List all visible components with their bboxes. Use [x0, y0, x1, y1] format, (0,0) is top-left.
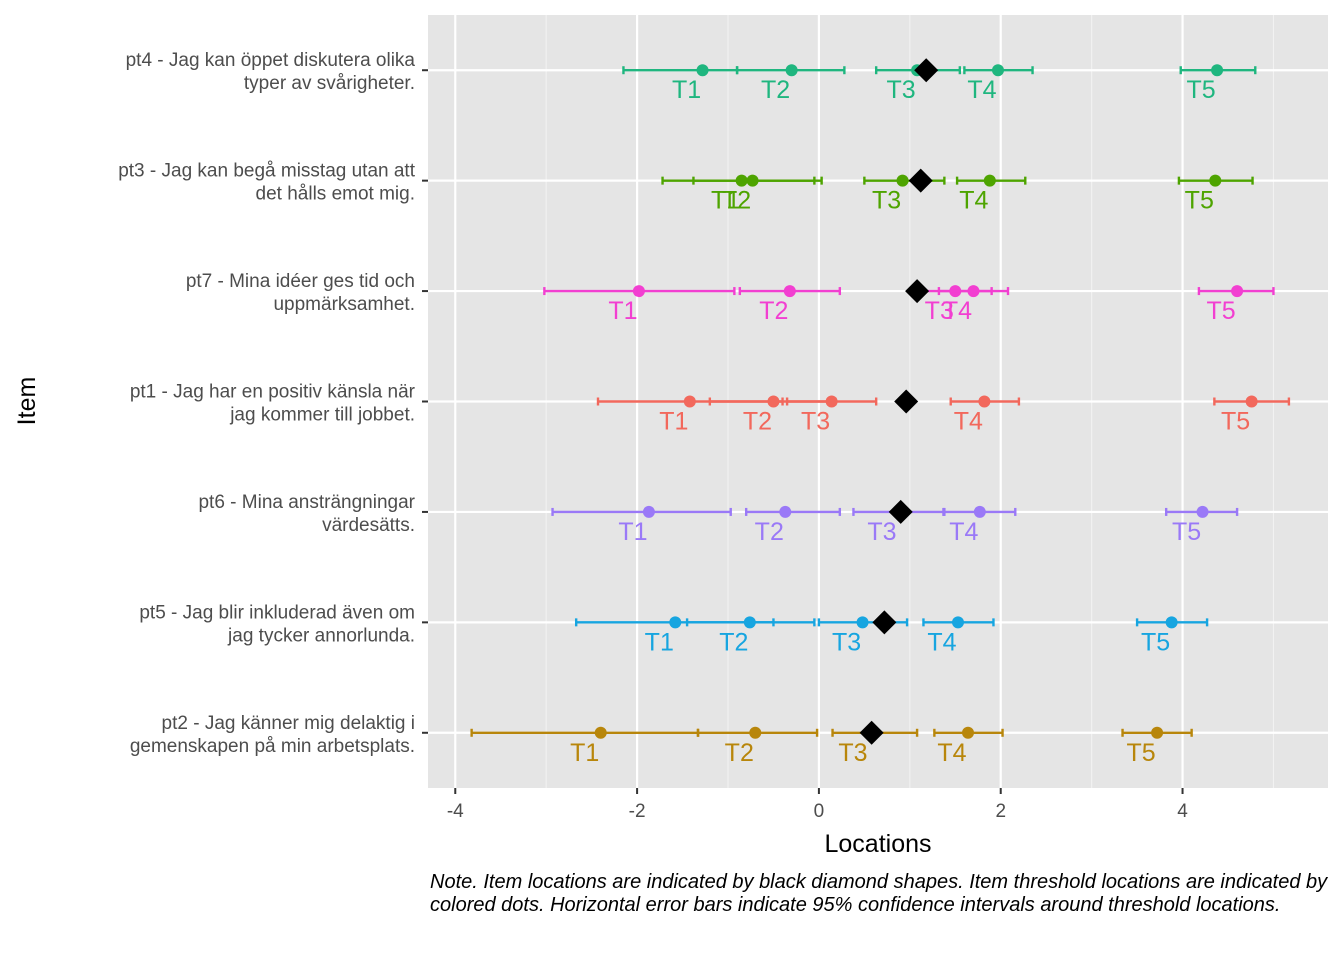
x-tick-label: -4 [447, 801, 464, 822]
threshold-label: T3 [838, 739, 867, 767]
threshold-point [749, 726, 762, 739]
threshold-label: T5 [1186, 76, 1215, 104]
figure-note: Note. Item locations are indicated by bl… [430, 871, 1328, 916]
threshold-point [632, 285, 645, 298]
threshold-point [1231, 285, 1244, 298]
threshold-label: T3 [925, 297, 954, 325]
y-tick-label: pt2 - Jag känner mig delaktig i gemenskap… [130, 713, 415, 757]
threshold-point [962, 726, 974, 739]
item-location-diamond [872, 610, 897, 635]
threshold-point [746, 174, 759, 187]
item-series: T1 T2 T3 T4 T5 [574, 610, 1209, 656]
threshold-label: T4 [959, 187, 988, 215]
item-series: T1 T2 T3 T4 T5 [622, 58, 1257, 104]
item-location-diamond [905, 279, 930, 304]
item-series: T1 T2 T3 T4 T5 [470, 720, 1193, 767]
item-series: T1 T2 T3 T4 T5 [551, 499, 1239, 546]
threshold-point [967, 285, 980, 298]
threshold-point [992, 64, 1004, 77]
threshold-label: T1 [618, 518, 647, 546]
threshold-point [1209, 174, 1222, 187]
threshold-point [1245, 395, 1258, 408]
threshold-label: T3 [886, 76, 915, 104]
y-tick-label: pt6 - Mina ansträngningar värdesätts. [198, 492, 415, 536]
threshold-label: T4 [954, 408, 983, 436]
threshold-point [983, 174, 996, 187]
x-axis: -4 -2 0 2 4 [447, 788, 1188, 822]
threshold-point [1165, 616, 1178, 629]
threshold-point [973, 505, 986, 518]
threshold-label: T4 [927, 628, 956, 656]
threshold-label: T1 [608, 297, 637, 325]
y-tick-label: pt3 - Jag kan begå misstag utan att det h… [118, 161, 416, 205]
item-location-diamond [908, 168, 933, 193]
threshold-label: T5 [1141, 628, 1170, 656]
threshold-label: T4 [967, 76, 996, 104]
item-location-diamond [859, 720, 884, 745]
threshold-point [896, 174, 909, 187]
threshold-point [642, 505, 655, 518]
threshold-label: T3 [867, 518, 896, 546]
x-tick-label: 2 [995, 801, 1006, 822]
threshold-point [779, 505, 792, 518]
threshold-label: T1 [659, 408, 688, 436]
y-tick-label: pt7 - Mina idéer ges tid och uppmärksamhe… [186, 271, 415, 315]
threshold-label: T3 [872, 187, 901, 215]
threshold-point [1211, 64, 1224, 77]
threshold-label: T2 [759, 297, 788, 325]
threshold-label: T5 [1185, 187, 1214, 215]
threshold-point [856, 616, 869, 629]
x-axis-title: Locations [824, 830, 931, 858]
threshold-label: T3 [832, 628, 861, 656]
y-axis: pt4 - Jag kan öppet diskutera olika typer… [118, 50, 428, 757]
threshold-point [978, 395, 991, 408]
threshold-label: T2 [725, 739, 754, 767]
threshold-point [1151, 726, 1164, 739]
y-axis-title: Item [13, 377, 41, 426]
item-location-diamond [888, 499, 913, 524]
threshold-label: T2 [755, 518, 784, 546]
threshold-point [696, 64, 709, 77]
threshold-label: T5 [1221, 408, 1250, 436]
threshold-label: T1 [672, 76, 701, 104]
y-tick-label: pt1 - Jag har en positiv känsla när jag k… [130, 382, 416, 426]
threshold-label: T1 [645, 628, 674, 656]
y-tick-label: pt5 - Jag blir inkluderad även om jag tyc… [139, 602, 415, 646]
threshold-label: T5 [1126, 739, 1155, 767]
threshold-point [825, 395, 838, 408]
item-location-diamond [894, 389, 919, 414]
x-tick-label: 4 [1177, 801, 1188, 822]
threshold-point [952, 616, 964, 629]
item-series: T1 T2 T3 T4 T5 [596, 389, 1291, 436]
threshold-label: T2 [719, 628, 748, 656]
item-location-diamond [914, 58, 939, 83]
x-tick-label: -2 [629, 801, 646, 822]
threshold-point [683, 395, 696, 408]
threshold-point [743, 616, 756, 629]
threshold-label: T2 [761, 76, 790, 104]
threshold-point [594, 726, 607, 739]
threshold-point [785, 64, 798, 77]
threshold-label: T5 [1172, 518, 1201, 546]
y-tick-label: pt4 - Jag kan öppet diskutera olika typer… [126, 50, 416, 94]
threshold-label: T3 [801, 408, 830, 436]
threshold-label: T4 [949, 518, 978, 546]
threshold-label: T1 [570, 739, 599, 767]
threshold-point [783, 285, 796, 298]
threshold-label: T4 [943, 297, 972, 325]
threshold-label: T2 [722, 187, 751, 215]
threshold-label: T5 [1206, 297, 1235, 325]
threshold-label: T4 [937, 739, 966, 767]
threshold-point [767, 395, 780, 408]
threshold-label: T1 [711, 187, 740, 215]
threshold-label: T2 [743, 408, 772, 436]
threshold-point [1196, 505, 1209, 518]
threshold-point [669, 616, 682, 629]
x-tick-label: 0 [814, 801, 825, 822]
